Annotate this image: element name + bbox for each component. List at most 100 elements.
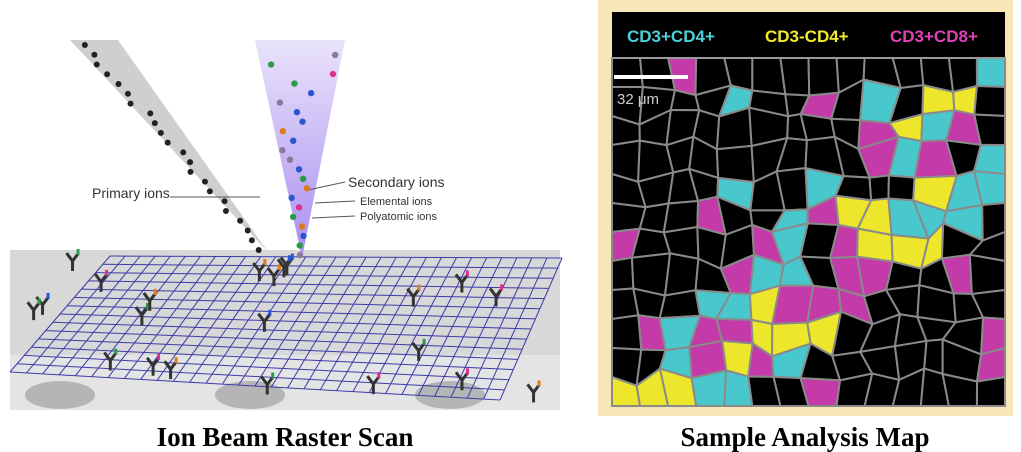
cell xyxy=(779,57,811,97)
primary-ion xyxy=(180,149,187,156)
secondary-ion xyxy=(296,251,304,259)
grid-line xyxy=(303,256,382,390)
primary-ion xyxy=(127,100,134,107)
antibody-tag xyxy=(174,357,178,364)
primary-ion xyxy=(81,42,88,48)
cell xyxy=(715,317,754,345)
primary-label: Primary ions xyxy=(92,185,170,201)
secondary-ion xyxy=(299,175,307,183)
primary-ion xyxy=(115,81,122,88)
primary-ion xyxy=(187,159,194,166)
secondary-ion xyxy=(329,70,337,78)
grid-line xyxy=(156,256,247,381)
grid-line xyxy=(483,257,548,400)
grid-line xyxy=(74,255,171,377)
grid-line xyxy=(466,257,533,399)
antibody-tag xyxy=(465,368,469,375)
nucleus xyxy=(215,381,285,409)
antibody-tag xyxy=(263,258,267,265)
antibody-tag xyxy=(114,348,118,355)
secondary-ion xyxy=(295,204,303,211)
primary-ion xyxy=(157,129,164,136)
grid-line xyxy=(287,256,367,389)
secondary-ion xyxy=(279,147,286,154)
grid-line xyxy=(58,255,156,376)
grid-line xyxy=(25,255,126,374)
leader xyxy=(311,215,356,219)
secondary-ion xyxy=(288,194,295,202)
secondary-ion xyxy=(267,61,275,68)
grid-line xyxy=(270,256,352,388)
primary-ion xyxy=(164,139,171,146)
cell xyxy=(611,57,644,89)
cell xyxy=(807,57,840,97)
grid-line xyxy=(42,255,141,375)
primary-ion xyxy=(147,110,154,117)
cell xyxy=(799,112,836,142)
secondary-ion xyxy=(276,99,284,106)
secondary-ion xyxy=(331,51,339,59)
primary-ion xyxy=(93,61,100,68)
cell xyxy=(972,143,1006,176)
cell xyxy=(968,253,1006,296)
antibody-tag xyxy=(268,309,272,316)
antibody-tag xyxy=(46,292,50,299)
primary-beam xyxy=(70,40,268,252)
grid-line xyxy=(368,257,442,393)
primary-ion xyxy=(104,71,111,78)
legend-entry: CD3+CD4+ xyxy=(627,27,715,46)
secondary-ion xyxy=(286,156,294,163)
grid-line xyxy=(319,257,397,390)
leader xyxy=(314,200,356,204)
primary-ion xyxy=(221,198,228,205)
left-caption: Ion Beam Raster Scan xyxy=(157,422,414,452)
cell xyxy=(611,314,643,351)
grid-line xyxy=(123,256,216,379)
secondary-ion xyxy=(300,232,307,240)
antibody-tag xyxy=(422,338,426,345)
grid-line xyxy=(107,256,201,378)
grid-line xyxy=(417,257,488,396)
polyatomic-label: Polyatomic ions xyxy=(360,211,438,223)
grid-line xyxy=(9,255,111,373)
secondary-ion xyxy=(303,185,311,192)
grid-line xyxy=(336,257,412,391)
grid-line xyxy=(499,257,563,401)
cell xyxy=(887,174,916,202)
cell xyxy=(799,377,842,407)
antibody-tag xyxy=(105,269,109,276)
cell xyxy=(975,375,1006,407)
cell xyxy=(973,84,1006,118)
cell xyxy=(868,174,890,202)
secondary-ion xyxy=(296,242,303,249)
secondary-ion xyxy=(299,118,306,125)
cell xyxy=(611,256,635,292)
right-caption: Sample Analysis Map xyxy=(680,422,929,452)
secondary-ion xyxy=(295,166,303,173)
primary-ion xyxy=(206,188,213,195)
secondary-label: Secondary ions xyxy=(348,174,445,190)
leader xyxy=(307,181,346,191)
antibody-tag xyxy=(153,288,157,295)
primary-ion xyxy=(187,168,194,175)
antibody-tag xyxy=(537,380,541,387)
antibody-tag xyxy=(37,298,41,305)
antibody-tag xyxy=(287,255,291,262)
cell xyxy=(658,289,702,320)
antibody-tag xyxy=(157,353,161,360)
grid-line xyxy=(434,257,503,397)
primary-ion xyxy=(248,237,255,244)
antibody-tag xyxy=(271,372,275,379)
antibody-tag xyxy=(377,372,381,379)
antibody-tag xyxy=(76,249,80,256)
legend-entry: CD3-CD4+ xyxy=(765,27,849,46)
grid-line xyxy=(254,256,337,387)
cell xyxy=(715,144,755,184)
cell-map xyxy=(611,57,1006,407)
secondary-cone xyxy=(255,40,345,258)
antibody-tag xyxy=(500,284,504,291)
secondary-ion xyxy=(307,89,315,97)
primary-ion xyxy=(124,90,131,97)
scale-label: 32 μm xyxy=(617,91,659,108)
